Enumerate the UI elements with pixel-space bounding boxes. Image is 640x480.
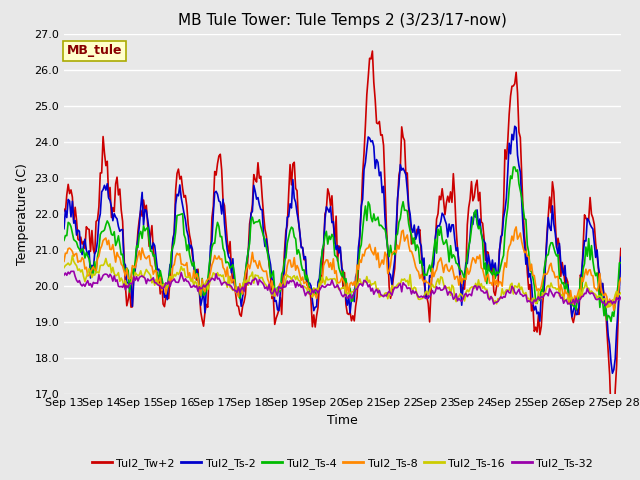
Tul2_Ts-32	[60, 272, 68, 278]
Tul2_Ts-32	[282, 284, 290, 289]
Tul2_Ts-16	[243, 277, 251, 283]
Tul2_Ts-4	[607, 319, 615, 324]
Tul2_Ts-8	[617, 276, 625, 281]
Tul2_Ts-16	[467, 286, 474, 291]
Tul2_Ts-4	[511, 164, 518, 170]
Tul2_Ts-32	[617, 295, 625, 300]
Tul2_Ts-2	[617, 254, 625, 260]
Tul2_Ts-4	[465, 243, 472, 249]
Tul2_Ts-16	[129, 275, 136, 281]
Tul2_Ts-32	[467, 291, 474, 297]
Line: Tul2_Ts-2: Tul2_Ts-2	[64, 126, 621, 373]
Tul2_Ts-2	[609, 371, 616, 376]
Tul2_Ts-16	[603, 305, 611, 311]
Tul2_Ts-16	[617, 290, 625, 296]
Tul2_Ts-2	[241, 271, 249, 276]
Tul2_Ts-8	[512, 224, 520, 230]
Tul2_Ts-16	[68, 253, 76, 259]
Line: Tul2_Tw+2: Tul2_Tw+2	[64, 51, 621, 433]
Tul2_Ts-4	[127, 276, 135, 281]
Tul2_Ts-8	[465, 271, 472, 277]
Tul2_Ts-8	[241, 271, 249, 277]
Line: Tul2_Ts-16: Tul2_Ts-16	[64, 256, 621, 308]
Tul2_Ts-8	[281, 273, 289, 278]
Tul2_Ts-32	[129, 281, 136, 287]
Tul2_Ts-16	[282, 276, 290, 282]
Line: Tul2_Ts-8: Tul2_Ts-8	[64, 227, 621, 310]
Tul2_Ts-16	[463, 287, 471, 293]
Tul2_Ts-2	[127, 281, 135, 287]
Legend: Tul2_Tw+2, Tul2_Ts-2, Tul2_Ts-4, Tul2_Ts-8, Tul2_Ts-16, Tul2_Ts-32: Tul2_Tw+2, Tul2_Ts-2, Tul2_Ts-4, Tul2_Ts…	[88, 453, 597, 473]
Tul2_Ts-8	[410, 258, 418, 264]
X-axis label: Time: Time	[327, 414, 358, 427]
Tul2_Ts-2	[462, 260, 470, 266]
Tul2_Tw+2	[369, 48, 376, 54]
Line: Tul2_Ts-32: Tul2_Ts-32	[64, 271, 621, 305]
Tul2_Ts-4	[410, 235, 418, 240]
Tul2_Ts-32	[602, 302, 609, 308]
Tul2_Ts-32	[412, 288, 419, 294]
Tul2_Ts-4	[462, 266, 470, 272]
Tul2_Ts-8	[610, 307, 618, 313]
Tul2_Ts-2	[60, 226, 68, 231]
Tul2_Tw+2	[463, 222, 471, 228]
Tul2_Ts-2	[410, 222, 418, 228]
Tul2_Tw+2	[60, 206, 68, 212]
Title: MB Tule Tower: Tule Temps 2 (3/23/17-now): MB Tule Tower: Tule Temps 2 (3/23/17-now…	[178, 13, 507, 28]
Tul2_Tw+2	[467, 196, 474, 202]
Tul2_Tw+2	[241, 292, 249, 298]
Text: MB_tule: MB_tule	[67, 44, 122, 58]
Tul2_Tw+2	[281, 248, 289, 254]
Tul2_Ts-16	[60, 265, 68, 271]
Line: Tul2_Ts-4: Tul2_Ts-4	[64, 167, 621, 322]
Tul2_Ts-4	[281, 257, 289, 263]
Tul2_Tw+2	[610, 431, 618, 436]
Tul2_Tw+2	[127, 304, 135, 310]
Tul2_Ts-8	[60, 258, 68, 264]
Tul2_Ts-8	[127, 275, 135, 281]
Tul2_Ts-32	[243, 282, 251, 288]
Y-axis label: Temperature (C): Temperature (C)	[16, 163, 29, 264]
Tul2_Ts-4	[60, 238, 68, 243]
Tul2_Ts-32	[68, 268, 76, 274]
Tul2_Ts-2	[281, 263, 289, 268]
Tul2_Ts-2	[465, 247, 472, 253]
Tul2_Tw+2	[617, 246, 625, 252]
Tul2_Ts-16	[412, 285, 419, 291]
Tul2_Ts-4	[241, 269, 249, 275]
Tul2_Ts-4	[617, 260, 625, 265]
Tul2_Tw+2	[412, 234, 419, 240]
Tul2_Ts-2	[511, 123, 518, 129]
Tul2_Ts-8	[462, 276, 470, 282]
Tul2_Ts-32	[463, 294, 471, 300]
